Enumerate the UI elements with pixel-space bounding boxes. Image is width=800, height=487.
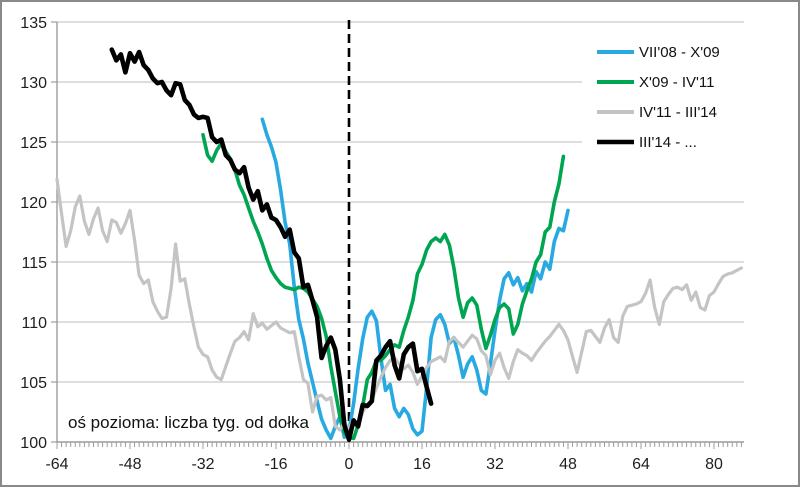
legend: VII'08 - X'09 X'09 - IV'11 IV'11 - III'1… — [582, 38, 750, 161]
series-line-2 — [201, 133, 566, 441]
x-tick-label: 0 — [345, 456, 354, 473]
y-axis-tick-labels: 100 105 110 115 120 125 130 135 — [20, 15, 47, 452]
legend-label-series-2: X'09 - IV'11 — [639, 74, 715, 91]
y-tick-label: 125 — [20, 135, 47, 152]
legend-label-series-1: VII'08 - X'09 — [639, 44, 720, 61]
x-tick-label: -64 — [45, 456, 68, 473]
y-tick-label: 120 — [20, 195, 47, 212]
y-tick-label: 110 — [21, 315, 47, 332]
x-tick-label: -48 — [118, 456, 141, 473]
series-line-1 — [260, 117, 570, 441]
axes — [51, 21, 744, 449]
x-axis-annotation: oś pozioma: liczba tyg. od dołka — [68, 413, 310, 432]
x-tick-label: 80 — [705, 456, 723, 473]
x-tick-label: -16 — [264, 456, 287, 473]
x-axis-tick-labels: -64 -48 -32 -16 0 16 32 48 64 80 — [45, 456, 723, 473]
legend-label-series-4: III'14 - ... — [639, 134, 697, 151]
y-tick-label: 105 — [20, 375, 47, 392]
legend-label-series-3: IV'11 - III'14 — [639, 104, 717, 121]
y-tick-label: 130 — [20, 75, 47, 92]
series-lines — [55, 47, 744, 442]
y-tick-label: 135 — [20, 15, 47, 32]
gridlines — [57, 21, 744, 383]
x-tick-label: -32 — [191, 456, 214, 473]
series-line-3 — [55, 177, 744, 432]
y-tick-label: 115 — [21, 255, 47, 272]
x-tick-label: 64 — [632, 456, 650, 473]
series-line-4 — [109, 47, 434, 442]
y-tick-label: 100 — [20, 435, 47, 452]
x-tick-label: 16 — [413, 456, 431, 473]
x-tick-label: 32 — [486, 456, 504, 473]
x-tick-label: 48 — [559, 456, 577, 473]
